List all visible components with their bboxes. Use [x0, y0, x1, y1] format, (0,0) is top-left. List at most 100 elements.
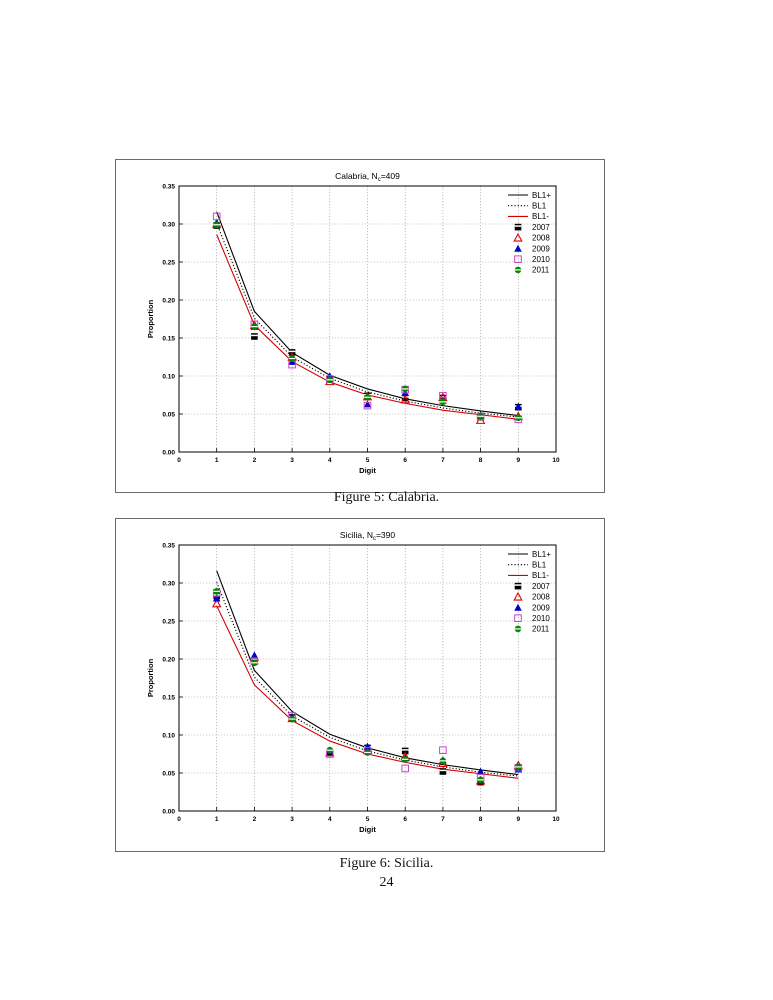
y-tick-label: 0.10: [162, 373, 175, 380]
data-point-2011: [439, 398, 447, 406]
x-tick-label: 6: [403, 457, 407, 464]
legend-swatch-2010: [514, 255, 522, 264]
data-point-2011-stripe: [477, 415, 484, 417]
data-point-2007: [401, 394, 409, 402]
legend-swatch-2007-stripe: [514, 584, 522, 586]
x-tick-label: 0: [177, 816, 181, 823]
x-tick-label: 1: [215, 457, 219, 464]
y-tick-label: 0.35: [162, 542, 175, 549]
y-tick-label: 0.05: [162, 770, 175, 777]
legend-swatch-2008: [513, 591, 523, 601]
data-point-2011-stripe: [288, 357, 296, 360]
data-point-2011-stripe: [401, 388, 409, 390]
data-point-2010: [363, 401, 372, 410]
y-axis-label: Proportion: [146, 299, 155, 338]
data-point-2009: [401, 388, 409, 397]
data-point-2007-stripe: [401, 396, 409, 398]
data-point-2011: [326, 746, 334, 754]
y-tick-label: 0.15: [162, 335, 175, 342]
data-point-2007: [401, 747, 409, 755]
data-point-2007-stripe: [288, 350, 296, 353]
x-tick-label: 6: [403, 816, 407, 823]
legend-label: 2008: [532, 234, 550, 243]
chart-sicilia: Sicilia, Nc=390 0 1 2 3 4 5 6 7 8 9 10 0.00 0.05 0.10 0…: [146, 530, 560, 834]
chart-title: Sicilia, Nc=390: [340, 530, 395, 542]
chart-title-main: Sicilia, N: [340, 530, 373, 540]
data-point-2011-stripe: [515, 417, 522, 419]
data-point-2011: [213, 588, 220, 595]
legend-swatch-2011-stripe: [514, 269, 522, 271]
data-point-2011-stripe: [288, 718, 296, 720]
chart-title: Calabria, Nc=409: [335, 171, 400, 183]
legend-label: 2011: [532, 266, 550, 275]
chart-title-rest: =409: [381, 171, 400, 181]
legend-label: BL1-: [532, 571, 549, 580]
legend-label: 2009: [532, 603, 550, 612]
legend-label: 2010: [532, 614, 550, 623]
data-point-2007-fill: [401, 747, 409, 755]
x-tick-label: 8: [479, 816, 483, 823]
data-point-2011: [401, 756, 409, 763]
data-point-2011-stripe: [477, 779, 484, 781]
data-point-2011: [213, 221, 220, 229]
data-point-2011: [401, 385, 409, 393]
x-tick-label: 1: [215, 816, 219, 823]
y-tick-label: 0.25: [162, 618, 175, 625]
data-point-2007: [251, 333, 258, 340]
x-tick-label: 4: [328, 457, 332, 464]
legend-swatch-2007-fill: [514, 223, 522, 231]
data-point-2007-stripe: [251, 334, 258, 337]
data-point-2011-stripe: [213, 590, 220, 592]
data-point-2011: [326, 376, 334, 384]
series-markers-2011: [213, 221, 522, 422]
y-tick-label: 0.20: [162, 297, 175, 304]
data-point-2011-stripe: [401, 758, 409, 760]
legend-label: BL1: [532, 202, 547, 211]
x-axis-label: Digit: [359, 466, 376, 475]
series-markers-2011: [213, 588, 522, 784]
x-tick-label: 2: [253, 457, 257, 464]
legend-swatch-2007: [514, 582, 522, 590]
x-tick-label: 0: [177, 457, 181, 464]
data-point-2008: [400, 394, 410, 404]
data-point-2011-stripe: [326, 379, 334, 381]
data-point-2011: [288, 715, 296, 723]
legend-label: BL1: [532, 561, 547, 570]
page-number: 24: [379, 875, 394, 890]
data-point-2011-stripe: [213, 224, 220, 226]
data-point-2011: [515, 763, 522, 771]
data-point-2007: [439, 768, 447, 775]
y-tick-label: 0.10: [162, 732, 175, 739]
data-point-2011: [364, 393, 371, 401]
data-point-2011-stripe: [439, 401, 447, 403]
chart-title-subscript: c: [373, 536, 376, 542]
legend-swatch-2008: [513, 232, 523, 242]
legend-label: 2010: [532, 255, 550, 264]
chart-title-rest: =390: [376, 530, 395, 540]
data-point-2010: [401, 764, 409, 773]
y-tick-label: 0.00: [162, 808, 175, 815]
data-point-2011: [364, 749, 371, 756]
data-point-2011: [251, 323, 258, 330]
chart-title-subscript: c: [378, 177, 381, 183]
data-point-2011-stripe: [251, 326, 258, 328]
data-point-2011: [477, 776, 484, 784]
y-tick-label: 0.05: [162, 411, 175, 418]
figure-sicilia: Sicilia, Nc=390 0 1 2 3 4 5 6 7 8 9 10 0.00 0.05 0.10 0…: [115, 518, 605, 852]
x-axis-label: Digit: [359, 825, 376, 834]
figure-caption-calabria: Figure 5: Calabria.: [333, 490, 440, 505]
legend-label: BL1+: [532, 191, 551, 200]
legend-swatch-2011: [514, 266, 522, 274]
y-tick-label: 0.25: [162, 259, 175, 266]
legend-label: 2009: [532, 244, 550, 253]
data-point-2011-stripe: [439, 760, 447, 762]
y-tick-label: 0.00: [162, 449, 175, 456]
grid: [179, 545, 556, 811]
data-point-2010: [212, 212, 221, 221]
legend-label: 2008: [532, 593, 550, 602]
legend-swatch-2007: [514, 223, 522, 231]
data-point-2007-fill: [439, 768, 447, 775]
y-tick-label: 0.15: [162, 694, 175, 701]
x-tick-label: 3: [290, 816, 294, 823]
